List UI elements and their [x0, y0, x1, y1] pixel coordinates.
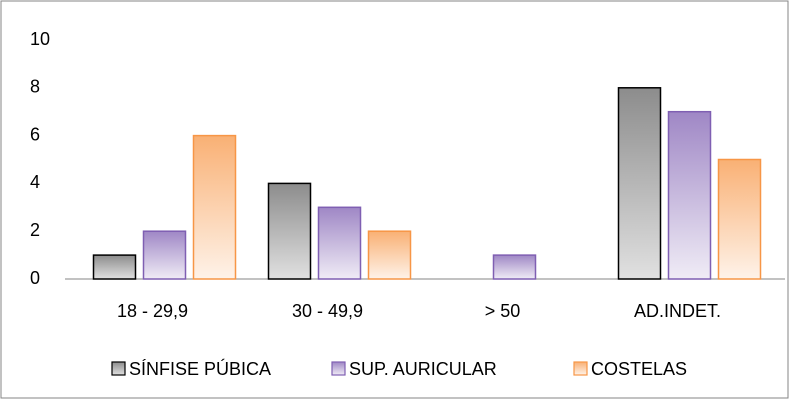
bar	[492, 254, 537, 280]
legend-label: SÍNFISE PÚBICA	[129, 358, 271, 379]
bar	[317, 206, 362, 280]
legend-swatch	[573, 361, 588, 376]
y-tick-label: 2	[30, 220, 40, 240]
y-tick-label: 10	[30, 29, 50, 49]
x-tick-label: AD.INDET.	[634, 301, 721, 321]
bar	[92, 254, 137, 280]
legend-swatch	[111, 361, 126, 376]
bar	[717, 158, 762, 280]
y-tick-label: 0	[30, 268, 40, 288]
bar	[667, 110, 712, 280]
bar	[192, 134, 237, 280]
x-tick-label: > 50	[485, 301, 521, 321]
y-tick-label: 4	[30, 172, 40, 192]
y-tick-label: 6	[30, 124, 40, 144]
bar	[267, 182, 312, 280]
legend-label: COSTELAS	[591, 359, 687, 379]
x-tick-label: 30 - 49,9	[292, 301, 363, 321]
x-tick-label: 18 - 29,9	[117, 301, 188, 321]
y-tick-label: 8	[30, 77, 40, 97]
legend-swatch	[331, 361, 346, 376]
legend-label: SUP. AURICULAR	[349, 359, 497, 379]
bar	[617, 87, 662, 280]
bar	[142, 230, 187, 280]
bar	[367, 230, 412, 280]
